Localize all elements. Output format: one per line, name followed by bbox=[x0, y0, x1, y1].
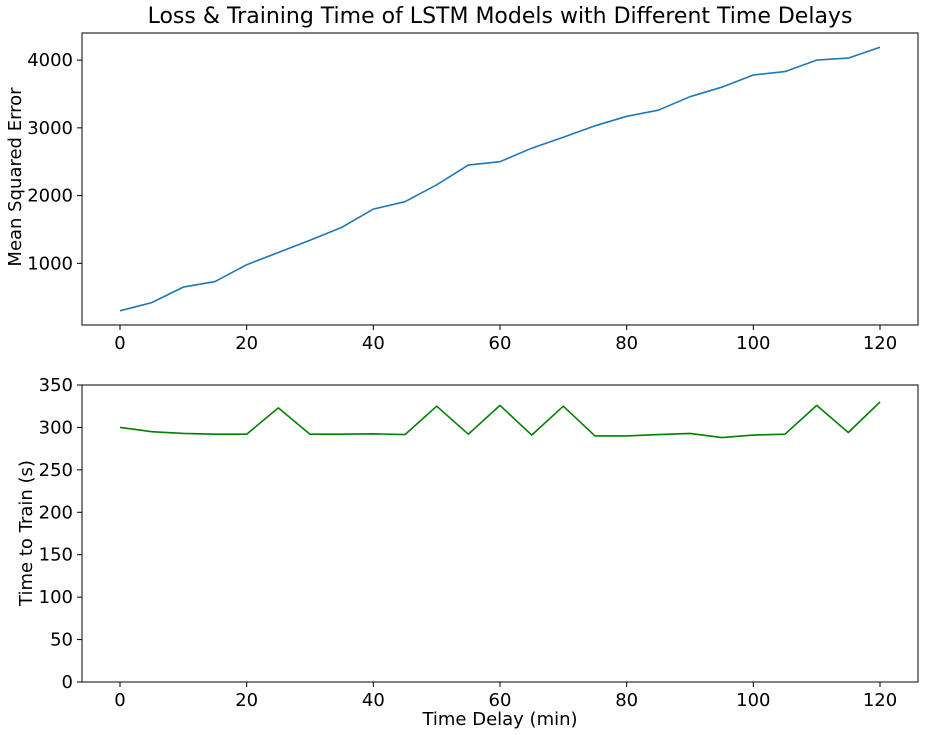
y-tick-label: 150 bbox=[39, 545, 73, 566]
x-tick-label: 80 bbox=[615, 690, 638, 711]
top-plot: 0 20 40 60 80 100 120 1000 2000 3000 4000 bbox=[27, 32, 919, 354]
y-tick-label: 0 bbox=[62, 672, 73, 693]
x-tick-label: 0 bbox=[114, 333, 125, 354]
y-tick-label: 4000 bbox=[27, 50, 73, 71]
y-tick-label: 300 bbox=[39, 417, 73, 438]
y-tick-label: 350 bbox=[39, 375, 73, 396]
x-tick-label: 20 bbox=[235, 690, 258, 711]
top-y-axis-label: Mean Squared Error bbox=[5, 87, 26, 267]
chart-title: Loss & Training Time of LSTM Models with… bbox=[148, 4, 853, 29]
x-tick-label: 60 bbox=[489, 333, 512, 354]
x-tick-label: 0 bbox=[114, 690, 125, 711]
x-tick-label: 40 bbox=[362, 690, 385, 711]
y-tick-label: 250 bbox=[39, 460, 73, 481]
bottom-plot: 0 20 40 60 80 100 120 0 50 100 150 200 250 300 350 bbox=[39, 375, 919, 711]
y-tick-label: 3000 bbox=[27, 118, 73, 139]
y-tick-label: 2000 bbox=[27, 186, 73, 207]
x-tick-label: 20 bbox=[235, 333, 258, 354]
axes-frame bbox=[81, 32, 919, 326]
bottom-y-axis-label: Time to Train (s) bbox=[16, 460, 37, 607]
x-tick-label: 100 bbox=[736, 333, 770, 354]
x-tick-label: 40 bbox=[362, 333, 385, 354]
y-tick-label: 50 bbox=[50, 630, 73, 651]
bottom-x-axis-label: Time Delay (min) bbox=[421, 709, 577, 730]
x-tick-label: 60 bbox=[489, 690, 512, 711]
series-line bbox=[119, 401, 881, 439]
series-line bbox=[119, 46, 881, 312]
y-tick-label: 200 bbox=[39, 502, 73, 523]
y-tick-label: 1000 bbox=[27, 253, 73, 274]
x-tick-label: 80 bbox=[615, 333, 638, 354]
axes-frame bbox=[81, 384, 919, 683]
x-tick-label: 120 bbox=[863, 333, 897, 354]
y-tick-label: 100 bbox=[39, 587, 73, 608]
x-tick-label: 120 bbox=[863, 690, 897, 711]
x-tick-label: 100 bbox=[736, 690, 770, 711]
